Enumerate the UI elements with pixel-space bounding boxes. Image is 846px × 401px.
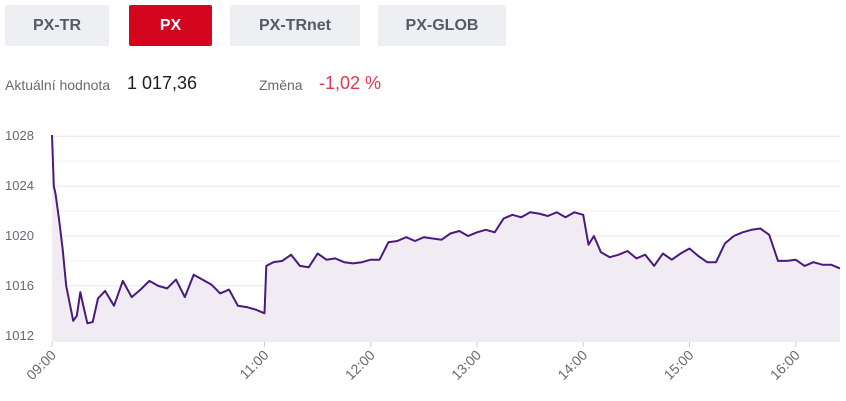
x-tick-label: 13:00 <box>448 347 484 383</box>
y-tick-label: 1024 <box>5 178 34 193</box>
y-tick-label: 1016 <box>5 278 34 293</box>
x-tick-label: 11:00 <box>236 347 272 383</box>
series-area <box>52 135 840 342</box>
x-tick-label: 12:00 <box>342 347 378 383</box>
y-tick-label: 1028 <box>5 128 34 143</box>
x-tick-label: 14:00 <box>554 347 590 383</box>
y-axis-ticks: 1012 1016 1020 1024 1028 <box>5 128 34 343</box>
y-tick-label: 1020 <box>5 228 34 243</box>
x-tick-label: 16:00 <box>767 347 803 383</box>
x-tick-label: 15:00 <box>661 347 697 383</box>
x-axis-ticks: 09:00 11:00 12:00 13:00 14:00 15:00 16:00 <box>23 342 803 383</box>
x-tick-label: 09:00 <box>23 347 59 383</box>
tab-px-tr[interactable]: PX-TR <box>5 5 109 46</box>
y-tick-label: 1012 <box>5 328 34 343</box>
change-value: -1,02 % <box>319 73 382 93</box>
change-label: Změna <box>259 77 303 93</box>
series-line <box>51 134 841 325</box>
current-value-label: Aktuální hodnota <box>5 77 111 93</box>
current-value: 1 017,36 <box>127 73 198 93</box>
tab-px-trnet[interactable]: PX-TRnet <box>230 5 360 46</box>
tab-px[interactable]: PX <box>129 5 212 46</box>
tab-px-glob[interactable]: PX-GLOB <box>378 5 506 46</box>
